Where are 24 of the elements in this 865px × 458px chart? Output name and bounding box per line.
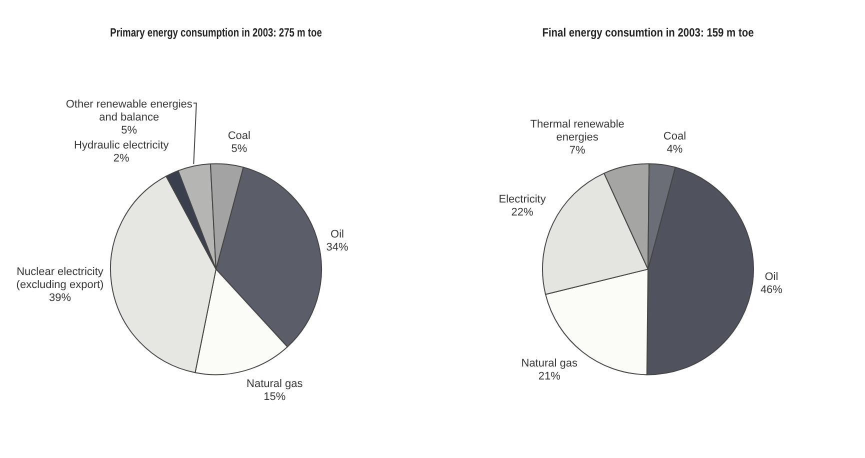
data-label: 5% — [121, 124, 138, 137]
data-label: 5% — [231, 142, 248, 155]
data-label: 46% — [760, 284, 783, 296]
slice-label: Coal — [663, 130, 686, 142]
slice-label: Electricity — [498, 193, 546, 206]
data-label: 15% — [264, 391, 286, 404]
slice-label: Other renewable energies and balance — [66, 98, 193, 124]
chart-title: Final energy consumtion in 2003: 159 m toe — [542, 26, 754, 40]
data-label: 22% — [511, 206, 534, 218]
data-label: 7% — [569, 144, 586, 157]
slice-label: Thermal renewable energies — [530, 118, 624, 144]
data-label: 39% — [48, 292, 72, 304]
slice-label: Natural gas — [521, 358, 578, 370]
data-label: 2% — [113, 152, 130, 165]
data-label: 21% — [538, 370, 561, 383]
slice-label: Natural gas — [246, 378, 304, 390]
slice-label: Hydraulic electricity — [74, 140, 170, 152]
slice-label: Nuclear electricity (excluding export) — [16, 266, 104, 291]
data-label: 4% — [666, 143, 683, 156]
data-label: 34% — [326, 242, 348, 254]
slice-label: Oil — [330, 228, 344, 241]
chart-title: Primary energy consumption in 2003: 275 m toe — [110, 26, 322, 40]
slice-label: Coal — [228, 130, 250, 142]
slice-label: Oil — [764, 271, 778, 284]
